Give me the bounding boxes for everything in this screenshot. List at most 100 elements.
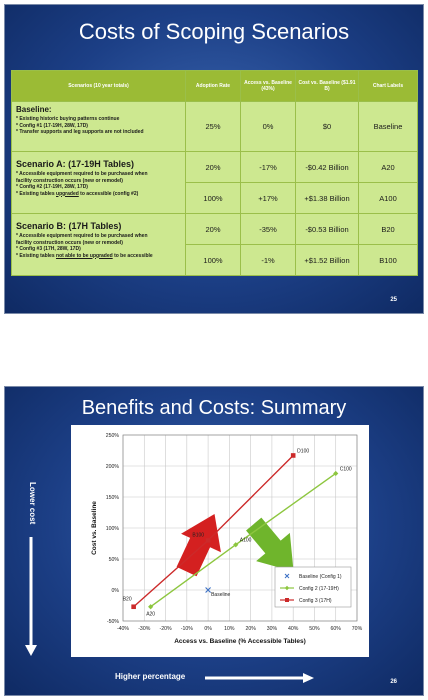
cell-cost: +$1.38 Billion [295, 182, 359, 214]
bullet: * Accessible equipment required to be pu… [16, 233, 148, 239]
data-label: Baseline [211, 592, 230, 598]
cell-access: 0% [240, 101, 296, 152]
slide-title: Costs of Scoping Scenarios [78, 19, 350, 44]
bullet: * Config #1 (17-19H, 28W, 17D) [16, 122, 88, 129]
y-tick-label: 50% [109, 557, 120, 563]
x-tick-label: 30% [267, 626, 278, 632]
bullet-text: * Existing tables [16, 190, 57, 197]
point-marker [205, 587, 211, 593]
x-tick-label: -10% [181, 626, 193, 632]
cell-adoption: 100% [185, 244, 241, 276]
cell-access: -1% [240, 244, 296, 276]
cell-access: -35% [240, 213, 296, 245]
cell-label: Baseline [358, 101, 418, 152]
bullet-text: to accessible (config #2) [78, 190, 139, 197]
x-tick-label: 40% [288, 626, 299, 632]
data-label: B20 [123, 597, 132, 603]
cell-label: A20 [358, 151, 418, 183]
table-row: Scenario A: (17-19H Tables) * Accessible… [11, 151, 418, 214]
bullet-text: to be accessible [112, 252, 153, 259]
x-tick-label: 10% [224, 626, 235, 632]
x-tick-label: 20% [245, 626, 256, 632]
table-row: 100% +17% +$1.38 Billion A100 [12, 182, 418, 214]
bullet: * Existing tables upgraded to accessible… [16, 191, 181, 198]
bullet-underlined-text: not able to be upgraded [56, 252, 113, 259]
y-tick-label: -50% [107, 619, 119, 625]
cell-cost: -$0.53 Billion [295, 213, 359, 245]
bullet-underlined-text: upgraded [56, 190, 79, 197]
cell-label: B20 [358, 213, 418, 245]
page-number: 25 [390, 297, 397, 303]
bullet: * Config #2 (17-19H, 28W, 17D) [16, 184, 88, 190]
header-adoption-rate: Adoption Rate [185, 70, 241, 102]
x-tick-label: 0% [204, 626, 212, 632]
y-tick-label: 100% [106, 526, 120, 532]
baseline-description: Baseline: * Existing historic buying pat… [11, 101, 186, 152]
slide-benefits-and-costs-summary: Benefits and Costs: Summary Lower cost H… [4, 386, 424, 696]
point-marker [233, 542, 239, 548]
header-chart-labels: Chart Labels [358, 70, 418, 102]
cell-adoption: 100% [185, 182, 241, 214]
y-tick-label: 250% [106, 433, 120, 439]
bullet: * Existing historic buying patterns cont… [16, 116, 120, 122]
higher-percentage-label: Higher percentage [115, 672, 186, 681]
scenarios-table: Scenarios (10 year totals) Adoption Rate… [11, 70, 418, 276]
bullet: * Transfer supports and leg supports are… [16, 129, 144, 135]
y-tick-label: 150% [106, 495, 120, 501]
table-row: 100% -1% +$1.52 Billion B100 [12, 244, 418, 276]
legend-label: Config 3 (17H) [299, 598, 332, 604]
x-tick-label: -40% [117, 626, 129, 632]
point-marker [131, 604, 136, 610]
bullet: facility construction occurs (new or rem… [16, 239, 123, 246]
bullet: * Existing tables not able to be upgrade… [16, 253, 181, 260]
legend-marker [284, 573, 290, 579]
lower-cost-label: Lower cost [28, 482, 37, 525]
header-access: Access vs. Baseline (43%) [240, 70, 296, 102]
table-row: Baseline: * Existing historic buying pat… [11, 101, 418, 152]
data-label: C100 [340, 466, 352, 472]
down-arrow-shape [246, 517, 294, 572]
cell-cost: +$1.52 Billion [295, 244, 359, 276]
legend-label: Config 2 (17-19H) [299, 586, 339, 592]
bullet: facility construction occurs (new or rem… [16, 177, 123, 184]
x-tick-label: -20% [159, 626, 171, 632]
scenario-b-heading: Scenario B: (17H Tables) [16, 221, 122, 231]
y-tick-label: 0% [112, 588, 120, 594]
data-label: B100 [192, 532, 204, 538]
data-label: D100 [297, 448, 309, 454]
cost-access-chart: -40% -30% -20% -10% 0% 10% 20% 30% 40% 50% 60% 70% 2… [91, 433, 363, 645]
point-marker [290, 453, 296, 458]
y-tick-label: 200% [106, 464, 120, 470]
table-header-row: Scenarios (10 year totals) Adoption Rate… [11, 70, 418, 102]
right-arrow-icon [205, 673, 314, 683]
bullet: * Config #3 (17H, 28W, 17D) [16, 246, 81, 252]
x-axis-title: Access vs. Baseline (% Accessible Tables… [174, 638, 306, 645]
chart-panel: -40% -30% -20% -10% 0% 10% 20% 30% 40% 50% 60% 70% 2… [71, 425, 369, 657]
legend-marker [285, 598, 289, 602]
slide-costs-of-scoping-scenarios: Costs of Scoping Scenarios Scenarios (10… [4, 4, 424, 314]
cell-adoption: 20% [185, 213, 241, 245]
cell-adoption: 20% [185, 151, 241, 183]
baseline-heading: Baseline: [16, 105, 52, 114]
up-arrow-shape [176, 513, 221, 577]
scenario-a-heading: Scenario A: (17-19H Tables) [16, 159, 135, 169]
cell-access: -17% [240, 151, 296, 183]
y-axis-title: Cost vs. Baseline [91, 501, 98, 555]
point-marker [205, 538, 211, 543]
x-tick-label: 50% [309, 626, 320, 632]
x-tick-label: -30% [138, 626, 150, 632]
data-label: A20 [146, 612, 155, 618]
legend-label: Baseline (Config 1) [299, 574, 342, 580]
scenario-a-description: Scenario A: (17-19H Tables) * Accessible… [11, 151, 186, 214]
data-label: A100 [240, 538, 252, 544]
scenario-b-description: Scenario B: (17H Tables) * Accessible eq… [11, 213, 186, 276]
header-scenarios: Scenarios (10 year totals) [11, 70, 186, 102]
cell-adoption: 25% [185, 101, 241, 152]
plot-area [122, 434, 358, 622]
cell-label: A100 [358, 182, 418, 214]
cell-label: B100 [358, 244, 418, 276]
slide-title: Benefits and Costs: Summary [81, 397, 347, 419]
page-number: 26 [390, 679, 397, 685]
bullet-text: * Existing tables [16, 252, 57, 259]
cell-cost: -$0.42 Billion [295, 151, 359, 183]
